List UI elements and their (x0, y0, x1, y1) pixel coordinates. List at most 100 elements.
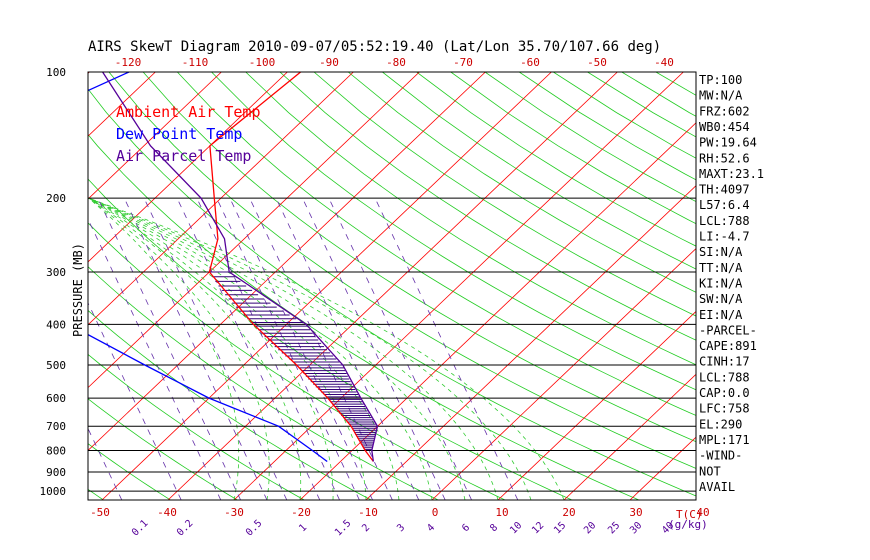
legend-entry: Air Parcel Temp (116, 147, 251, 165)
sounding-index: MW:N/A (699, 89, 743, 103)
mixing-ratio-line (88, 218, 222, 500)
mixing-ratio-line (328, 198, 472, 500)
bottom-temp-tick-label: -20 (291, 506, 311, 519)
sounding-index: NOT (699, 464, 721, 478)
pressure-tick-label: 700 (46, 420, 66, 433)
dry-adiabat-line (655, 72, 696, 96)
mixing-ratio-line (249, 198, 393, 500)
isotherm-line (431, 248, 696, 500)
ambient-temp-line (208, 72, 374, 462)
sounding-index: L57:6.4 (699, 198, 750, 212)
mixing-ratio-line (229, 198, 373, 500)
pressure-tick-label: 100 (46, 66, 66, 79)
x-axis-label-temp: T(C) (676, 508, 703, 521)
sounding-index: LI:-4.7 (699, 230, 750, 244)
isotherm-line (88, 72, 354, 326)
bottom-temp-tick-label: 10 (495, 506, 508, 519)
sounding-index: CINH:17 (699, 355, 750, 369)
pressure-tick-label: 900 (46, 466, 66, 479)
sounding-index: TT:N/A (699, 261, 743, 275)
plot-frame (87, 71, 697, 501)
dry-adiabat-line (450, 72, 696, 225)
bottom-temp-tick-label: -30 (224, 506, 244, 519)
mixing-ratio-label: 2 (360, 522, 372, 534)
isotherm-line (88, 72, 222, 200)
dry-adiabat-line (108, 72, 696, 469)
pressure-tick-label: 1000 (40, 485, 67, 498)
pressure-tick-label: 400 (46, 318, 66, 331)
dry-adiabat-line (279, 72, 696, 341)
sounding-index: RH:52.6 (699, 151, 750, 165)
sounding-index: EI:N/A (699, 308, 743, 322)
mixing-ratio-line (143, 198, 288, 500)
dry-adiabat-line (245, 72, 696, 366)
sounding-index: -WIND- (699, 449, 742, 463)
y-axis-label: PRESSURE (MB) (71, 243, 85, 337)
dry-adiabat-line (382, 72, 696, 270)
top-temp-tick-label: -60 (520, 56, 540, 69)
mixing-ratio-line (196, 198, 340, 500)
sounding-index: EL:290 (699, 417, 742, 431)
top-temp-tick-label: -40 (654, 56, 674, 69)
isotherm-line (233, 72, 684, 500)
bottom-temp-tick-label: 40 (696, 506, 709, 519)
mixing-ratio-label: 12 (530, 520, 546, 536)
mixing-ratio-label: 6 (460, 522, 472, 534)
isotherm-line (563, 373, 696, 500)
x-axis-label-mix: (g/kg) (668, 518, 708, 531)
top-temp-tick-label: -70 (453, 56, 473, 69)
mixing-ratio-line (374, 198, 519, 500)
moist-adiabat-line (88, 197, 367, 500)
sounding-index: MAXT:23.1 (699, 167, 764, 181)
sounding-index: LFC:758 (699, 402, 750, 416)
isotherm-line (88, 72, 486, 452)
dry-adiabat-line (211, 72, 696, 391)
isotherm-line (365, 185, 696, 500)
mixing-ratio-label: 0.5 (244, 518, 265, 539)
sounding-index: LCL:788 (699, 214, 750, 228)
mixing-ratio-line (0, 198, 49, 500)
bottom-temp-tick-label: 30 (629, 506, 642, 519)
mixing-ratio-label: 0.1 (130, 518, 151, 539)
mixing-ratio-label: 1.5 (333, 518, 354, 539)
sounding-index: SI:N/A (699, 245, 743, 259)
dry-adiabat-line (88, 398, 238, 500)
top-temp-tick-label: -120 (115, 56, 142, 69)
mixing-ratio-label: 0.2 (175, 518, 196, 539)
mixing-ratio-line (97, 198, 241, 500)
chart-title: AIRS SkewT Diagram 2010-09-07/05:52:19.4… (88, 39, 661, 55)
top-temp-tick-label: -100 (249, 56, 276, 69)
pressure-tick-label: 600 (46, 392, 66, 405)
dry-adiabat-line (88, 309, 372, 500)
moist-adiabat-line (88, 197, 532, 500)
pressure-tick-label: 800 (46, 445, 66, 458)
bottom-temp-tick-label: -10 (358, 506, 378, 519)
isotherm-line (497, 310, 696, 500)
sounding-index: KI:N/A (699, 276, 743, 290)
mixing-ratio-label: 10 (508, 520, 524, 536)
isotherm-line (0, 72, 23, 500)
mixing-ratio-line (176, 198, 321, 500)
mixing-ratio-label: 4 (425, 522, 437, 534)
top-temp-tick-label: -90 (319, 56, 339, 69)
mixing-ratio-line (88, 302, 182, 500)
dry-adiabat-line (0, 72, 37, 500)
mixing-ratio-label: 25 (606, 520, 622, 536)
mixing-ratio-line (302, 198, 446, 500)
sounding-index: LCL:788 (699, 370, 750, 384)
sounding-index: TP:100 (699, 73, 742, 87)
dry-adiabat-line (313, 72, 696, 317)
isotherm-line (101, 72, 552, 500)
moist-adiabat-line (88, 197, 302, 500)
dewpoint-temp-line (88, 72, 328, 463)
top-temp-tick-label: -110 (182, 56, 209, 69)
mixing-ratio-label: 15 (552, 520, 568, 536)
moist-adiabat-line (88, 197, 400, 500)
dry-adiabat-line (88, 443, 171, 500)
moist-adiabat-line (88, 197, 334, 500)
sounding-index: SW:N/A (699, 292, 743, 306)
moist-adiabat-line (88, 197, 240, 500)
sounding-index: WB0:454 (699, 120, 750, 134)
legend-entry: Dew Point Temp (116, 125, 242, 143)
